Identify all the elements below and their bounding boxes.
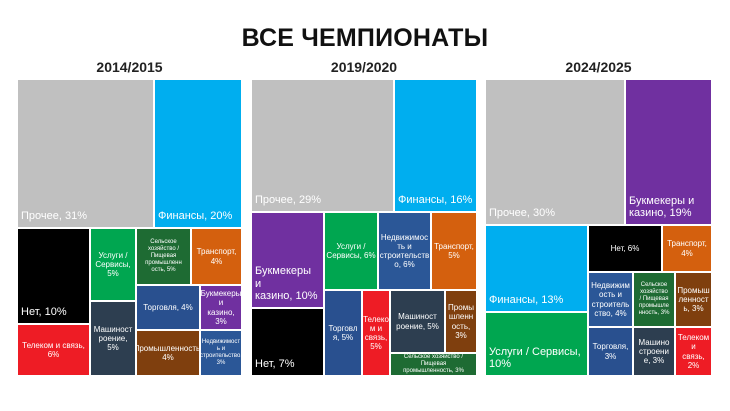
treemap-cell-label: Услуги / Сервисы, 5% xyxy=(95,250,131,279)
treemap-cell-label: Нет, 10% xyxy=(21,306,67,319)
treemap-cell-label: Финансы, 16% xyxy=(398,194,473,207)
treemap-cell-торговля: Торговля, 3% xyxy=(588,327,633,376)
treemap-cell-сельское-хозяйство-пищевая-промышленность: Сельское хозяйство / Пищевая промышленн … xyxy=(136,228,191,285)
chart-title: ВСЕ ЧЕМПИОНАТЫ xyxy=(241,24,489,52)
panel-title-2024: 2024/2025 xyxy=(565,59,632,75)
treemap-cell-label: Промыш ленност ь, 3% xyxy=(677,285,710,314)
treemap-cell-label: Торговл я, 5% xyxy=(328,323,358,342)
treemap-cell-услуги-сервисы: Услуги / Сервисы, 5% xyxy=(90,228,136,301)
treemap-cell-торговля: Торговл я, 5% xyxy=(324,290,362,376)
treemap-cell-телеком-и-связь: Телеком и связь, 2% xyxy=(675,327,712,376)
treemap-cell-label: Сельское хозяйство / Пищевая промышленн … xyxy=(145,239,182,273)
treemap-cell-label: Недвижим ость и строитель ство, 4% xyxy=(591,281,630,318)
treemap-cell-label: Транспорт, 5% xyxy=(434,241,474,260)
panel-title-2019: 2019/2020 xyxy=(330,59,398,75)
treemap-cell-недвижимость-и-строительство: Недвижимост ь и строительство, 3% xyxy=(200,330,242,376)
treemap-cell-транспорт: Транспорт, 4% xyxy=(191,228,242,285)
treemap-cell-машиностроение: Машиност роение, 5% xyxy=(390,290,445,353)
treemap-cell-телеком-и-связь: Телеком и связь, 6% xyxy=(17,324,90,376)
treemap-cell-букмекеры-и-казино: Букмекеры и казино, 19% xyxy=(625,79,712,225)
treemap-cell-финансы: Финансы, 16% xyxy=(394,79,477,212)
treemap-cell-label: Букмекеры и казино, 10% xyxy=(255,265,318,303)
treemap-cell-label: Телеком и связь, 2% xyxy=(677,333,710,370)
treemap-cell-label: Прочее, 30% xyxy=(489,207,555,220)
treemap-cell-услуги-сервисы: Услуги / Сервисы, 6% xyxy=(324,212,378,290)
treemap-cell-label: Промы шленн ость, 3% xyxy=(448,303,474,340)
treemap-cell-торговля: Торговля, 4% xyxy=(136,285,200,330)
treemap-2014-2015: Прочее, 31% Финансы, 20% Нет, 10% Телеком и… xyxy=(17,79,242,376)
treemap-cell-нет: Нет, 10% xyxy=(17,228,90,324)
treemap-cell-машиностроение: Машиност роение, 5% xyxy=(90,301,136,376)
treemap-cell-label: Телеком и связь, 6% xyxy=(22,340,85,359)
treemap-cell-сельское-хозяйство-пищевая-промышленность: Сельское хозяйство / Пищевая промышленно… xyxy=(390,353,477,376)
treemap-cell-label: Промышленность, 4% xyxy=(136,343,200,362)
treemap-cell-label: Нет, 6% xyxy=(610,243,640,253)
treemap-cell-прочее: Прочее, 29% xyxy=(251,79,394,212)
treemap-cell-промышленность: Промышленность, 4% xyxy=(136,330,200,376)
treemap-cell-прочее: Прочее, 30% xyxy=(485,79,625,225)
treemap-2024-2025: Прочее, 30% Букмекеры и казино, 19% Финанс… xyxy=(485,79,712,376)
treemap-cell-label: Финансы, 20% xyxy=(158,210,233,223)
treemap-cell-label: Недвижимост ь и строительство, 3% xyxy=(200,339,242,366)
treemap-cell-label: Недвижимос ть и строительств о, 6% xyxy=(379,232,430,270)
treemap-cell-label: Букмекеры и казино, 3% xyxy=(200,289,242,326)
treemap-cell-недвижимость-и-строительство: Недвижимос ть и строительств о, 6% xyxy=(378,212,431,290)
treemap-cell-label: Машиност роение, 5% xyxy=(396,312,439,331)
treemap-cell-услуги-сервисы: Услуги / Сервисы, 10% xyxy=(485,312,588,376)
treemap-cell-label: Телеко м и связь, 5% xyxy=(363,314,389,352)
treemap-cell-label: Торговля, 3% xyxy=(592,342,629,361)
treemap-cell-недвижимость-и-строительство: Недвижим ость и строитель ство, 4% xyxy=(588,272,633,327)
treemap-cell-транспорт: Транспорт, 4% xyxy=(662,225,712,272)
treemap-cell-label: Нет, 7% xyxy=(255,358,295,371)
panel-title-2014: 2014/2015 xyxy=(96,59,163,75)
treemap-cell-label: Услуги / Сервисы, 10% xyxy=(489,345,581,371)
treemap-cell-промышленность: Промыш ленност ь, 3% xyxy=(675,272,712,327)
treemap-cell-label: Транспорт, 4% xyxy=(196,247,237,266)
treemap-cell-label: Прочее, 31% xyxy=(21,210,87,223)
treemap-cell-телеком-и-связь: Телеко м и связь, 5% xyxy=(362,290,390,376)
treemap-2019-2020: Прочее, 29% Финансы, 16% Букмекеры и казин… xyxy=(251,79,477,376)
treemap-cell-label: Торговля, 4% xyxy=(143,302,193,312)
treemap-cell-label: Машиност роение, 5% xyxy=(93,324,133,353)
treemap-cell-прочее: Прочее, 31% xyxy=(17,79,154,228)
treemap-cell-label: Машино строени е, 3% xyxy=(638,337,670,366)
treemap-cell-нет: Нет, 7% xyxy=(251,308,324,376)
treemap-cell-label: Сельское хозяйство / Пищевая промышле нн… xyxy=(638,282,670,316)
treemap-cell-букмекеры-и-казино: Букмекеры и казино, 3% xyxy=(200,285,242,330)
treemap-cell-label: Финансы, 13% xyxy=(489,294,564,307)
treemap-cell-промышленность: Промы шленн ость, 3% xyxy=(445,290,477,353)
treemap-cell-нет: Нет, 6% xyxy=(588,225,662,272)
treemap-cell-машиностроение: Машино строени е, 3% xyxy=(633,327,675,376)
treemap-cell-label: Прочее, 29% xyxy=(255,194,321,207)
treemap-cell-label: Транспорт, 4% xyxy=(667,239,707,258)
treemap-cell-label: Услуги / Сервисы, 6% xyxy=(326,241,376,260)
treemap-cell-label: Сельское хозяйство / Пищевая промышленно… xyxy=(403,354,464,374)
treemap-cell-финансы: Финансы, 13% xyxy=(485,225,588,312)
treemap-cell-букмекеры-и-казино: Букмекеры и казино, 10% xyxy=(251,212,324,308)
treemap-cell-label: Букмекеры и казино, 19% xyxy=(629,194,695,220)
treemap-cell-финансы: Финансы, 20% xyxy=(154,79,242,228)
treemap-cell-сельское-хозяйство-пищевая-промышленность: Сельское хозяйство / Пищевая промышле нн… xyxy=(633,272,675,327)
treemap-cell-транспорт: Транспорт, 5% xyxy=(431,212,477,290)
